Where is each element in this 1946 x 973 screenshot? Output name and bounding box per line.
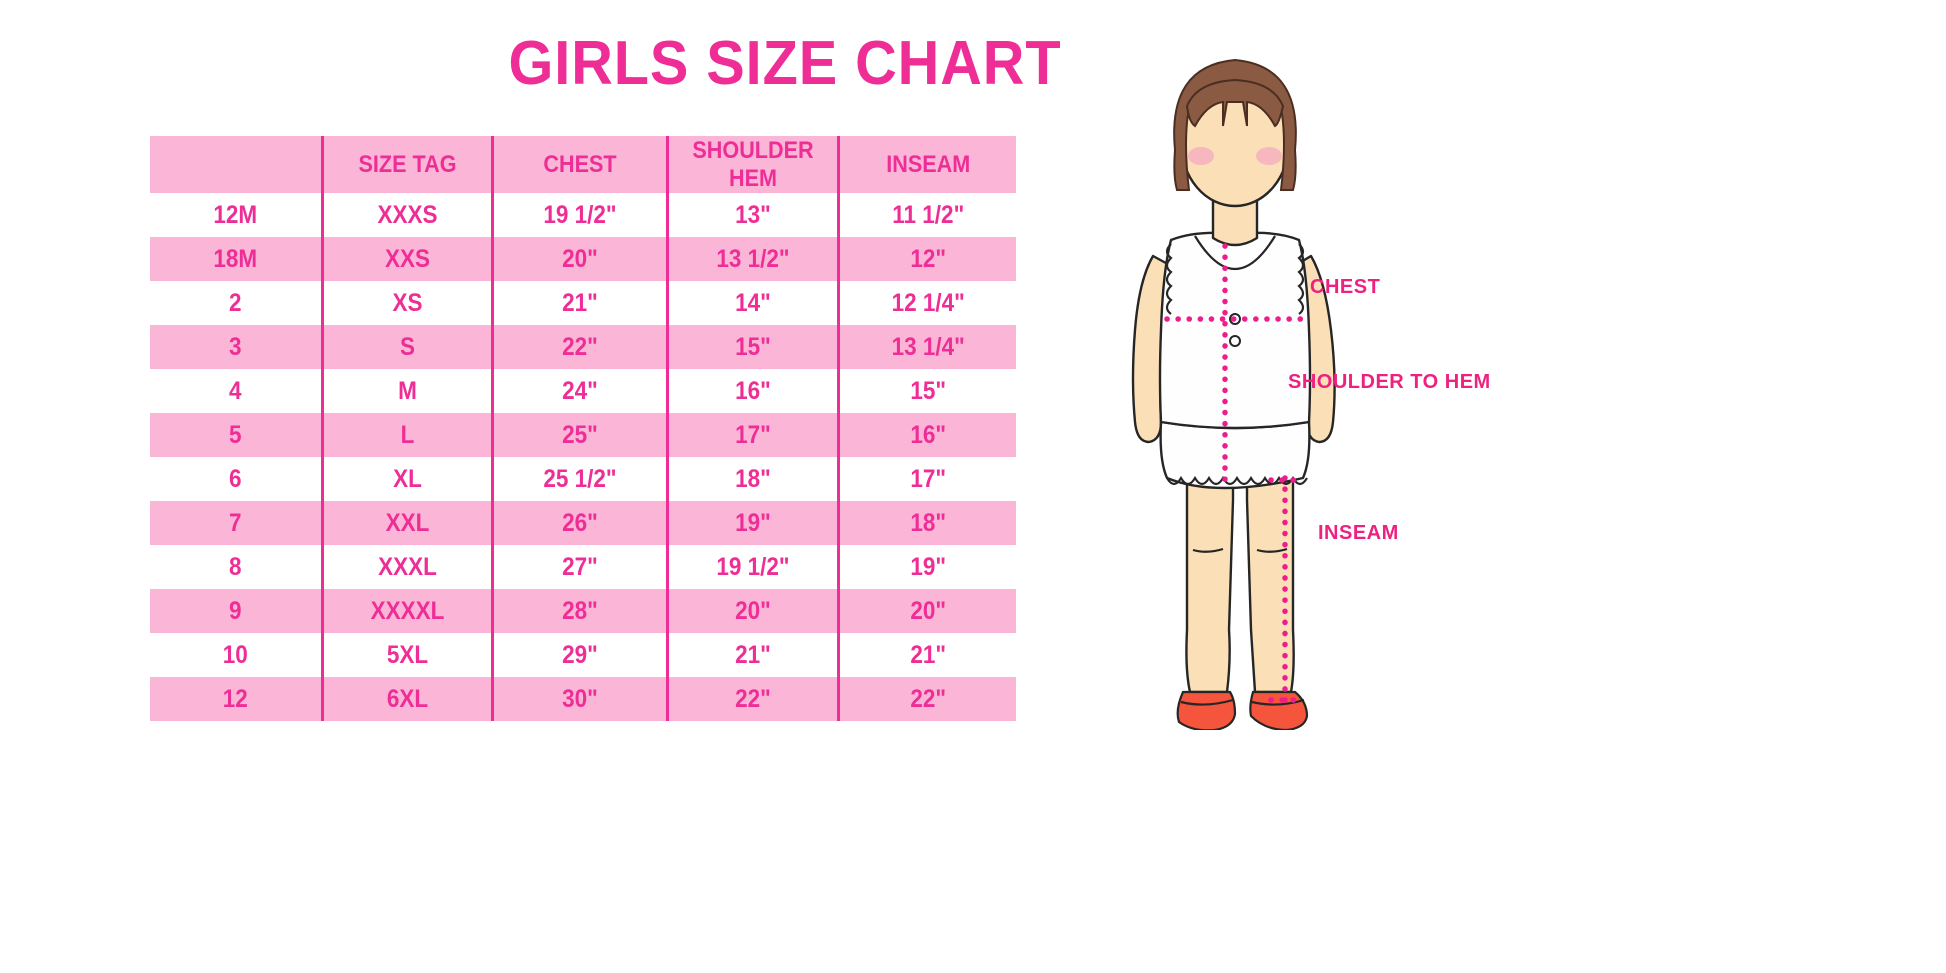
cell-shoulder-hem: 19 1/2"	[665, 545, 838, 589]
label-chest: CHEST	[1310, 276, 1381, 298]
cell-inseam: 13 1/4"	[836, 325, 1016, 369]
column-header-inseam: INSEAM	[836, 136, 1016, 193]
table-row: 2 XS 21" 14" 12 1/4"	[150, 281, 1016, 325]
cell-size-tag: S	[320, 325, 492, 369]
cell-inseam: 20"	[836, 589, 1016, 633]
cell-inseam: 17"	[836, 457, 1016, 501]
cell-size: 2	[150, 281, 322, 325]
cell-inseam: 21"	[836, 633, 1016, 677]
cell-chest: 25 1/2"	[490, 457, 667, 501]
table-body: 12M XXXS 19 1/2" 13" 11 1/2" 18M XXS 20"…	[150, 193, 1016, 721]
table-row: 8 XXXL 27" 19 1/2" 19"	[150, 545, 1016, 589]
cell-inseam: 12 1/4"	[836, 281, 1016, 325]
cell-size-tag: XXXL	[320, 545, 492, 589]
table-header-row: SIZE TAG CHEST SHOULDER HEM INSEAM	[150, 136, 1016, 193]
cell-size-tag: XXS	[320, 237, 492, 281]
table-row: 7 XXL 26" 19" 18"	[150, 501, 1016, 545]
cell-shoulder-hem: 15"	[665, 325, 838, 369]
cell-chest: 30"	[490, 677, 667, 721]
cell-size-tag: XXXXL	[320, 589, 492, 633]
cell-inseam: 18"	[836, 501, 1016, 545]
cell-size: 18M	[150, 237, 322, 281]
size-chart-table-wrapper: SIZE TAG CHEST SHOULDER HEM INSEAM 12M X…	[150, 136, 1016, 721]
cell-inseam: 16"	[836, 413, 1016, 457]
cell-size-tag: 5XL	[320, 633, 492, 677]
cell-size: 8	[150, 545, 322, 589]
cell-size-tag: XXL	[320, 501, 492, 545]
table-row: 3 S 22" 15" 13 1/4"	[150, 325, 1016, 369]
cell-chest: 28"	[490, 589, 667, 633]
table-row: 12M XXXS 19 1/2" 13" 11 1/2"	[150, 193, 1016, 237]
cell-size: 5	[150, 413, 322, 457]
cell-shoulder-hem: 22"	[665, 677, 838, 721]
column-header-shoulder-hem: SHOULDER HEM	[665, 136, 838, 193]
cell-size: 9	[150, 589, 322, 633]
cell-inseam: 15"	[836, 369, 1016, 413]
cell-shoulder-hem: 19"	[665, 501, 838, 545]
cell-shoulder-hem: 17"	[665, 413, 838, 457]
table-row: 12 6XL 30" 22" 22"	[150, 677, 1016, 721]
cell-shoulder-hem: 21"	[665, 633, 838, 677]
table-row: 9 XXXXL 28" 20" 20"	[150, 589, 1016, 633]
cell-size-tag: L	[320, 413, 492, 457]
cell-chest: 19 1/2"	[490, 193, 667, 237]
cell-size: 12	[150, 677, 322, 721]
cell-size: 3	[150, 325, 322, 369]
cell-chest: 24"	[490, 369, 667, 413]
cell-size: 12M	[150, 193, 322, 237]
table-row: 18M XXS 20" 13 1/2" 12"	[150, 237, 1016, 281]
cell-shoulder-hem: 16"	[665, 369, 838, 413]
size-chart-table: SIZE TAG CHEST SHOULDER HEM INSEAM 12M X…	[150, 136, 1016, 721]
table-row: 4 M 24" 16" 15"	[150, 369, 1016, 413]
girl-figure-illustration: .sk{fill:#FBE0B7;stroke:#262626;stroke-w…	[1075, 30, 1405, 732]
cell-size-tag: XL	[320, 457, 492, 501]
cell-shoulder-hem: 13"	[665, 193, 838, 237]
cell-chest: 26"	[490, 501, 667, 545]
cell-size: 4	[150, 369, 322, 413]
cell-chest: 27"	[490, 545, 667, 589]
cell-size: 6	[150, 457, 322, 501]
cell-shoulder-hem: 20"	[665, 589, 838, 633]
cell-size-tag: 6XL	[320, 677, 492, 721]
cell-size: 10	[150, 633, 322, 677]
cell-inseam: 12"	[836, 237, 1016, 281]
label-shoulder-to-hem: SHOULDER TO HEM	[1288, 371, 1491, 393]
cell-inseam: 19"	[836, 545, 1016, 589]
column-header-blank	[150, 136, 322, 193]
column-header-size-tag: SIZE TAG	[320, 136, 492, 193]
cell-chest: 25"	[490, 413, 667, 457]
table-row: 10 5XL 29" 21" 21"	[150, 633, 1016, 677]
column-header-chest: CHEST	[490, 136, 667, 193]
cell-size: 7	[150, 501, 322, 545]
cell-shoulder-hem: 14"	[665, 281, 838, 325]
cell-size-tag: M	[320, 369, 492, 413]
cell-chest: 29"	[490, 633, 667, 677]
table-row: 5 L 25" 17" 16"	[150, 413, 1016, 457]
cell-chest: 20"	[490, 237, 667, 281]
label-inseam: INSEAM	[1318, 522, 1399, 544]
cell-chest: 22"	[490, 325, 667, 369]
cell-size-tag: XXXS	[320, 193, 492, 237]
cell-size-tag: XS	[320, 281, 492, 325]
cell-inseam: 11 1/2"	[836, 193, 1016, 237]
table-row: 6 XL 25 1/2" 18" 17"	[150, 457, 1016, 501]
cell-inseam: 22"	[836, 677, 1016, 721]
page-title: GIRLS SIZE CHART	[508, 29, 1062, 98]
cell-chest: 21"	[490, 281, 667, 325]
cell-shoulder-hem: 18"	[665, 457, 838, 501]
cell-shoulder-hem: 13 1/2"	[665, 237, 838, 281]
